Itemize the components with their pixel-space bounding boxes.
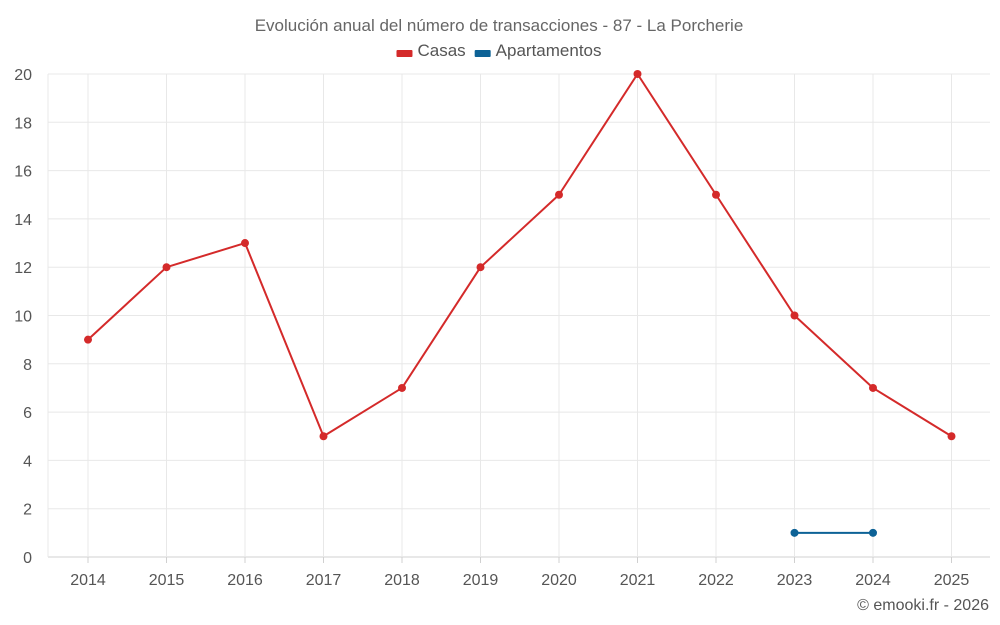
y-tick-label: 10: [14, 309, 32, 326]
y-tick-label: 4: [23, 453, 32, 470]
legend-swatch: [474, 50, 491, 57]
y-tick-label: 2: [23, 502, 32, 519]
legend-item-casas[interactable]: Casas: [396, 41, 466, 60]
credit-text: © emooki.fr - 2026: [857, 597, 989, 614]
data-point-casas[interactable]: [633, 70, 642, 78]
x-tick-label: 2024: [855, 572, 891, 589]
x-tick-label: 2019: [463, 572, 499, 589]
series-lines: [87, 73, 953, 534]
x-tick-label: 2020: [541, 572, 577, 589]
series-line-casas: [87, 73, 953, 438]
data-point-casas[interactable]: [790, 311, 799, 320]
chart-legend: Casas Apartamentos: [396, 41, 602, 60]
data-point-casas[interactable]: [241, 239, 249, 248]
y-tick-label: 8: [23, 357, 32, 374]
data-point-casas[interactable]: [398, 383, 406, 392]
y-tick-label: 6: [23, 405, 32, 422]
data-point-casas[interactable]: [476, 263, 485, 272]
y-axis: 0 2 4 6 8 10 12 14 16 18 20: [14, 67, 32, 567]
y-tick-label: 16: [14, 164, 32, 181]
x-tick-label: 2022: [698, 572, 734, 589]
y-tick-label: 18: [14, 115, 32, 132]
data-point-casas[interactable]: [947, 432, 956, 441]
x-tick-label: 2018: [384, 572, 420, 589]
y-tick-label: 20: [14, 67, 32, 84]
x-tick-label: 2014: [70, 572, 106, 589]
grid: [47, 73, 990, 558]
x-tick-label: 2025: [934, 572, 970, 589]
data-point-casas[interactable]: [162, 263, 171, 272]
x-tick-label: 2017: [306, 572, 342, 589]
data-point-casas[interactable]: [712, 190, 720, 199]
data-point-casas[interactable]: [319, 432, 328, 441]
x-axis: 2014 2015 2016 2017 2018 2019 2020 2021 2022 2023…: [70, 557, 969, 589]
x-tick-label: 2016: [227, 572, 263, 589]
series-points: [84, 70, 956, 537]
data-point-apartamentos[interactable]: [790, 528, 799, 537]
x-tick-label: 2021: [620, 572, 656, 589]
data-point-casas[interactable]: [555, 190, 563, 199]
data-point-casas[interactable]: [84, 335, 92, 344]
legend-swatch: [396, 50, 413, 57]
legend-label: Apartamentos: [496, 41, 602, 60]
y-tick-label: 12: [14, 260, 32, 277]
chart-title: Evolución anual del número de transaccio…: [255, 16, 744, 35]
y-tick-label: 14: [14, 212, 32, 229]
data-point-casas[interactable]: [869, 383, 877, 392]
x-tick-label: 2015: [149, 572, 185, 589]
legend-label: Casas: [417, 41, 465, 60]
data-point-apartamentos[interactable]: [869, 528, 877, 537]
y-tick-label: 0: [23, 550, 32, 567]
legend-item-apartamentos[interactable]: Apartamentos: [474, 41, 602, 60]
x-tick-label: 2023: [777, 572, 813, 589]
